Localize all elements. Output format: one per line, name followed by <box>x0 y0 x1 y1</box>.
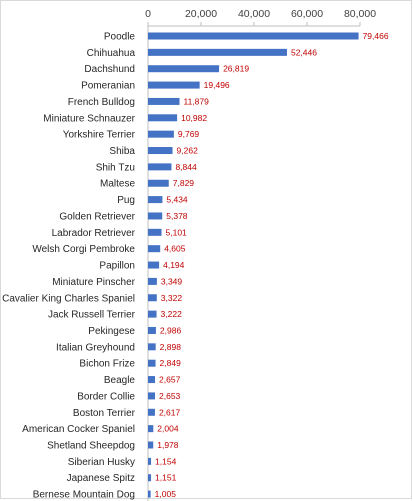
bar <box>148 97 180 105</box>
bar <box>148 163 172 171</box>
x-tick-label: 60,000 <box>291 8 323 20</box>
x-tick-label: 80,000 <box>344 8 376 20</box>
bar <box>148 130 174 138</box>
data-label: 10,982 <box>181 113 207 123</box>
bar <box>148 326 156 334</box>
x-tick-label: 0 <box>145 8 151 20</box>
category-labels: Poodle Chihuahua Dachshund Pomeranian French… <box>2 32 136 501</box>
category-label: Dachshund <box>84 64 135 75</box>
category-label: Pomeranian <box>81 81 135 92</box>
bar <box>148 310 157 318</box>
data-label: 5,101 <box>166 227 188 237</box>
category-label: Maltese <box>100 179 135 190</box>
data-label: 3,349 <box>161 276 183 286</box>
category-label: Siberian Husky <box>68 457 135 468</box>
bar <box>148 147 173 155</box>
data-label: 9,769 <box>178 129 200 139</box>
bar <box>148 32 359 40</box>
category-label: Border Collie <box>77 391 135 402</box>
data-label: 9,262 <box>177 146 199 156</box>
data-label: 3,322 <box>161 293 183 303</box>
data-label: 5,378 <box>166 211 188 221</box>
bar <box>148 228 162 236</box>
category-label: Chihuahua <box>87 48 136 59</box>
category-label: Bichon Frize <box>79 359 135 370</box>
category-label: Poodle <box>104 32 136 43</box>
data-label: 4,194 <box>163 260 185 270</box>
data-label: 2,657 <box>159 375 181 385</box>
data-label: 2,986 <box>160 325 182 335</box>
category-label: Boston Terrier <box>73 408 136 419</box>
bar <box>148 408 155 416</box>
data-label: 1,154 <box>155 456 177 466</box>
category-label: Shiba <box>109 146 135 157</box>
category-label: Japanese Spitz <box>67 473 135 484</box>
bar <box>148 474 152 482</box>
bar <box>148 65 220 73</box>
category-label: Jack Russell Terrier <box>48 310 136 321</box>
category-label: Shetland Sheepdog <box>47 441 135 452</box>
data-label: 5,434 <box>166 195 188 205</box>
data-label: 1,978 <box>157 440 179 450</box>
category-label: Shih Tzu <box>96 162 135 173</box>
data-label: 4,605 <box>164 244 186 254</box>
data-label: 2,617 <box>159 407 181 417</box>
category-label: Pekingese <box>88 326 135 337</box>
category-label: Cavalier King Charles Spaniel <box>2 293 135 304</box>
bar <box>148 261 160 269</box>
bar <box>148 376 156 384</box>
category-label: Beagle <box>104 375 136 386</box>
data-label: 52,446 <box>291 47 317 57</box>
bar <box>148 457 152 465</box>
data-label: 26,819 <box>223 64 249 74</box>
category-label: Miniature Schnauzer <box>43 113 135 124</box>
bar <box>148 277 157 285</box>
category-label: Labrador Retriever <box>52 228 136 239</box>
category-label: Papillon <box>99 261 135 272</box>
bar <box>148 196 163 204</box>
bars <box>148 32 359 498</box>
bar <box>148 48 287 56</box>
data-label: 2,004 <box>157 424 179 434</box>
data-label: 7,829 <box>173 178 195 188</box>
data-label: 3,222 <box>161 309 183 319</box>
bar <box>148 294 157 302</box>
bar <box>148 179 169 187</box>
bar <box>148 343 156 351</box>
data-label: 1,005 <box>155 489 177 499</box>
data-label: 19,496 <box>204 80 230 90</box>
bar <box>148 245 161 253</box>
data-label: 2,898 <box>160 342 182 352</box>
bar <box>148 81 200 89</box>
data-label: 1,151 <box>155 473 177 483</box>
bar <box>148 490 151 498</box>
category-label: Pug <box>117 195 135 206</box>
category-label: Welsh Corgi Pembroke <box>32 244 135 255</box>
bar <box>148 392 156 400</box>
data-label: 2,653 <box>159 391 181 401</box>
x-tick-label: 20,000 <box>185 8 217 20</box>
bar <box>148 441 154 449</box>
category-label: Miniature Pinscher <box>52 277 135 288</box>
data-label: 8,844 <box>175 162 197 172</box>
bar <box>148 359 156 367</box>
category-label: American Cocker Spaniel <box>22 424 135 435</box>
bar <box>148 425 154 433</box>
bar <box>148 212 163 220</box>
data-label: 79,466 <box>363 31 389 41</box>
data-label: 11,879 <box>183 96 209 106</box>
category-label: Italian Greyhound <box>56 342 135 353</box>
category-label: Yorkshire Terrier <box>63 130 136 141</box>
bar <box>148 114 178 122</box>
data-label: 2,849 <box>160 358 182 368</box>
category-label: Bernese Mountain Dog <box>33 490 135 501</box>
category-label: French Bulldog <box>68 97 135 108</box>
data-labels: 79,466 52,446 26,819 19,496 11,879 10,982 9,76… <box>155 31 389 499</box>
x-tick-label: 40,000 <box>238 8 270 20</box>
category-label: Golden Retriever <box>59 211 135 222</box>
